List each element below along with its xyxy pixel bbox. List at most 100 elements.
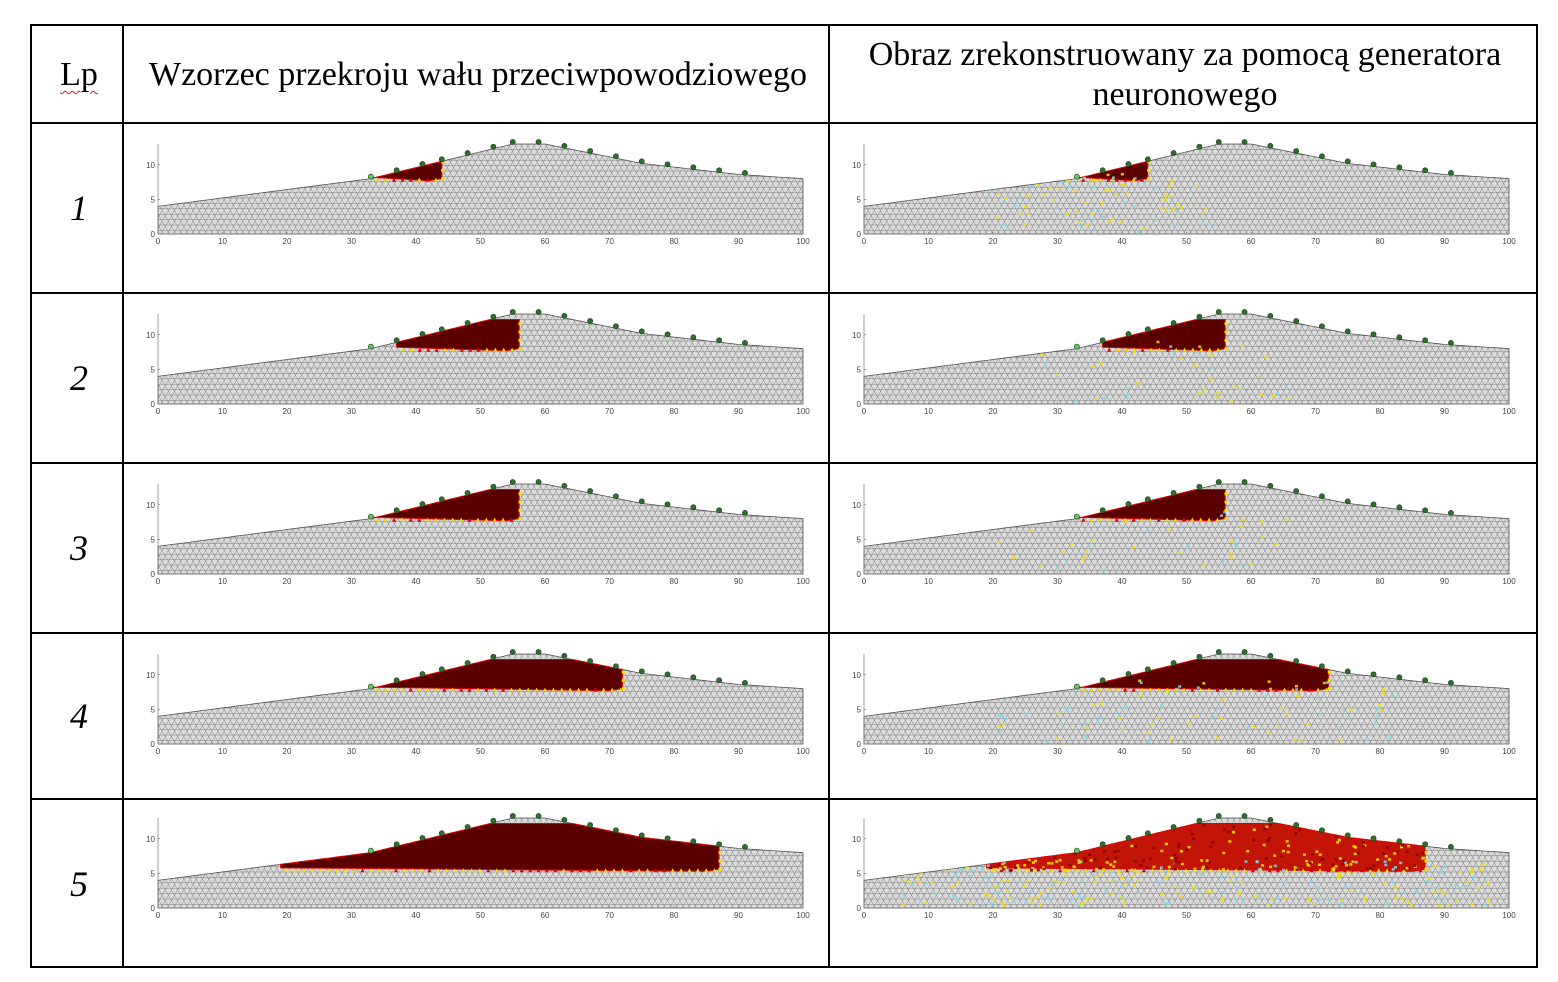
y-tick-label: 5 xyxy=(857,535,862,544)
y-tick-label: 5 xyxy=(857,705,862,714)
x-tick-label: 60 xyxy=(541,911,550,920)
x-tick-label: 50 xyxy=(1182,911,1191,920)
x-tick-label: 50 xyxy=(1182,407,1191,416)
anomaly-region xyxy=(370,489,520,522)
x-tick-label: 100 xyxy=(1502,577,1516,586)
x-tick-label: 40 xyxy=(412,407,421,416)
y-tick-label: 0 xyxy=(857,904,862,913)
x-tick-label: 50 xyxy=(1182,747,1191,756)
x-tick-label: 70 xyxy=(1311,747,1320,756)
x-tick-label: 90 xyxy=(734,747,743,756)
x-tick-label: 30 xyxy=(347,577,356,586)
reconstruction-noise xyxy=(996,510,1288,572)
column-divider xyxy=(828,26,830,966)
x-tick-label: 30 xyxy=(347,911,356,920)
x-tick-label: 90 xyxy=(1440,577,1449,586)
electrodes xyxy=(1073,139,1454,180)
x-tick-label: 40 xyxy=(412,577,421,586)
y-tick-label: 0 xyxy=(151,570,156,579)
electrodes xyxy=(1073,479,1454,520)
x-tick-label: 70 xyxy=(605,911,614,920)
anomaly-region xyxy=(370,659,623,692)
axes xyxy=(863,314,1510,405)
x-tick-label: 0 xyxy=(156,237,161,246)
x-tick-label: 20 xyxy=(989,577,998,586)
x-tick-label: 70 xyxy=(605,407,614,416)
x-tick-label: 40 xyxy=(1118,577,1127,586)
x-tick-label: 80 xyxy=(670,911,679,920)
x-tick-label: 50 xyxy=(1182,577,1191,586)
anomaly-region xyxy=(280,823,720,872)
x-tick-label: 30 xyxy=(1053,747,1062,756)
row-number: 3 xyxy=(70,528,88,568)
x-tick-label: 20 xyxy=(283,911,292,920)
anomaly-region xyxy=(1102,319,1226,352)
x-tick-label: 80 xyxy=(670,407,679,416)
x-tick-label: 40 xyxy=(412,747,421,756)
x-tick-label: 70 xyxy=(1311,911,1320,920)
x-tick-label: 80 xyxy=(1376,747,1385,756)
x-tick-label: 0 xyxy=(862,911,867,920)
x-tick-label: 30 xyxy=(347,237,356,246)
x-tick-label: 70 xyxy=(605,577,614,586)
anomaly-edge xyxy=(1081,491,1228,522)
x-tick-label: 90 xyxy=(1440,237,1449,246)
x-tick-label: 60 xyxy=(1247,747,1256,756)
axes xyxy=(157,818,804,909)
results-table: Lp Wzorzec przekroju wału przeciwpowodzi… xyxy=(30,24,1538,968)
axes xyxy=(157,654,804,745)
y-tick-label: 0 xyxy=(151,400,156,409)
reconstruction-noise xyxy=(1033,340,1291,403)
y-tick-label: 0 xyxy=(857,230,862,239)
electrodes xyxy=(1073,309,1454,350)
levee-body xyxy=(157,143,804,235)
levee-plot-pattern-1: 0 10 20 30 40 50 60 70 80 90 100 0 5 10 xyxy=(146,139,810,246)
column-divider xyxy=(122,26,124,966)
y-tick-label: 0 xyxy=(857,400,862,409)
x-tick-label: 10 xyxy=(218,911,227,920)
x-tick-label: 10 xyxy=(218,237,227,246)
levee-plot-reconstructed-3: 0 10 20 30 40 50 60 70 80 90 100 0 5 10 xyxy=(852,479,1516,586)
x-tick-label: 100 xyxy=(1502,911,1516,920)
row-divider xyxy=(32,798,1536,800)
anomaly-edge xyxy=(991,850,1428,873)
x-tick-label: 70 xyxy=(1311,237,1320,246)
x-tick-label: 0 xyxy=(862,747,867,756)
x-tick-label: 20 xyxy=(989,747,998,756)
x-tick-label: 10 xyxy=(924,407,933,416)
x-tick-label: 30 xyxy=(1053,911,1062,920)
x-tick-label: 0 xyxy=(862,237,867,246)
x-tick-label: 40 xyxy=(412,911,421,920)
x-tick-label: 30 xyxy=(347,747,356,756)
levee-body xyxy=(863,143,1510,235)
x-tick-label: 100 xyxy=(796,577,810,586)
electrodes xyxy=(1073,813,1454,854)
reconstruction-noise xyxy=(896,823,1493,907)
x-tick-label: 60 xyxy=(541,407,550,416)
electrodes xyxy=(367,479,748,520)
x-tick-label: 60 xyxy=(1247,577,1256,586)
electrodes xyxy=(367,813,748,854)
x-tick-label: 80 xyxy=(1376,911,1385,920)
x-tick-label: 10 xyxy=(924,747,933,756)
electrodes xyxy=(367,139,748,180)
x-tick-label: 60 xyxy=(1247,407,1256,416)
axes xyxy=(157,484,804,575)
levee-plot-pattern-2: 0 10 20 30 40 50 60 70 80 90 100 0 5 10 xyxy=(146,309,810,416)
x-tick-label: 30 xyxy=(1053,577,1062,586)
anomaly-edge xyxy=(285,850,722,873)
x-tick-label: 80 xyxy=(670,747,679,756)
levee-plot-reconstructed-2: 0 10 20 30 40 50 60 70 80 90 100 0 5 10 xyxy=(852,309,1516,416)
x-tick-label: 50 xyxy=(476,911,485,920)
y-tick-label: 10 xyxy=(852,835,861,844)
y-tick-label: 0 xyxy=(857,740,862,749)
anomaly-edge xyxy=(1081,670,1332,692)
x-tick-label: 90 xyxy=(1440,747,1449,756)
x-tick-label: 80 xyxy=(670,237,679,246)
x-tick-label: 100 xyxy=(1502,237,1516,246)
y-tick-label: 10 xyxy=(852,671,861,680)
y-tick-label: 0 xyxy=(151,904,156,913)
x-tick-label: 60 xyxy=(541,237,550,246)
axes xyxy=(863,654,1510,745)
x-tick-label: 10 xyxy=(924,237,933,246)
